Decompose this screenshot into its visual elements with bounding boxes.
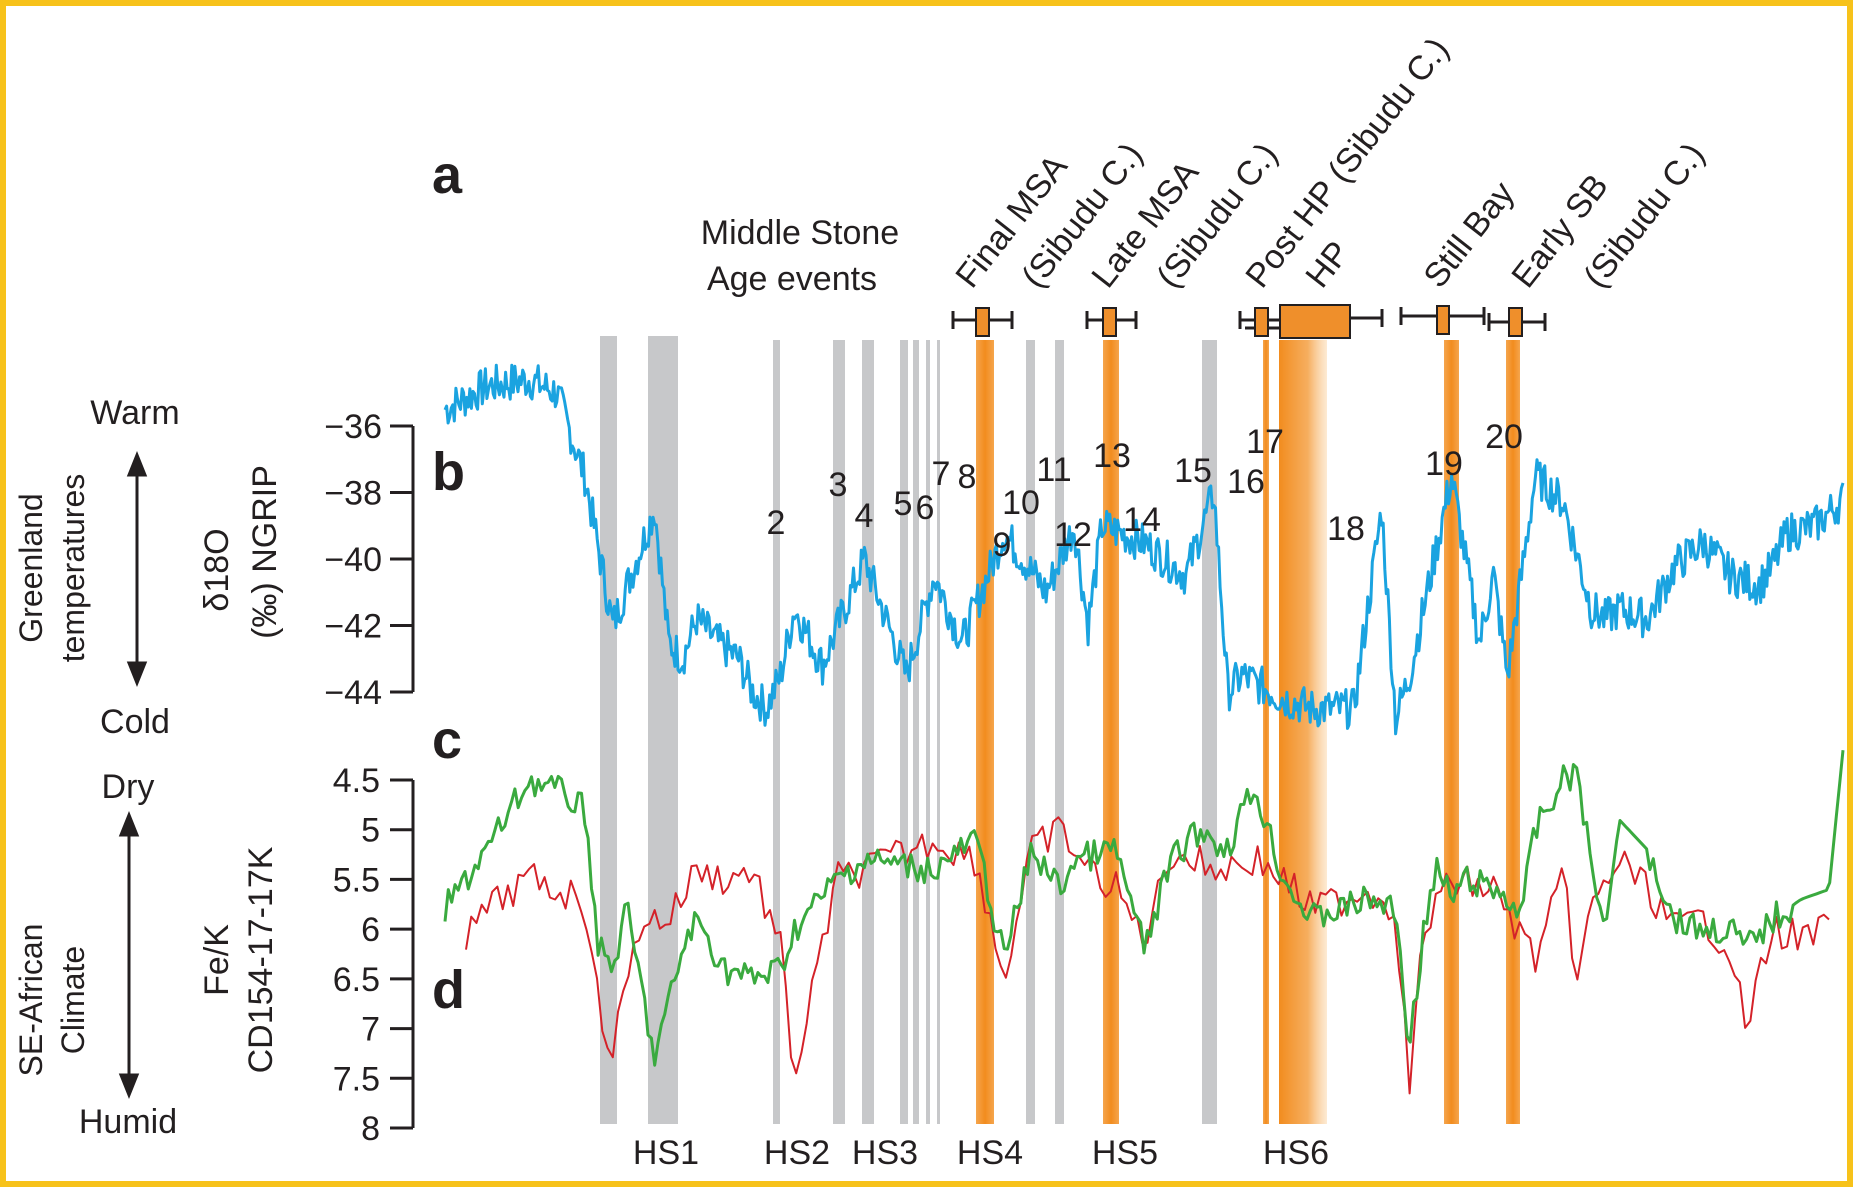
age-box xyxy=(1436,305,1450,335)
peak-label: 3 xyxy=(829,466,848,504)
y-axis-b: −36 −38 −40 −42 −44 xyxy=(324,408,415,712)
peak-label: 18 xyxy=(1327,510,1365,548)
y-tick-label: 5 xyxy=(361,812,380,850)
ylabel-cd-line2: CD154-17-17K xyxy=(242,846,280,1073)
warm-cold-arrow xyxy=(126,450,148,688)
y-tick-label: 7.5 xyxy=(333,1060,380,1098)
ylabel-b-line2: (‰) NGRIP xyxy=(246,465,284,639)
y-tick-label: −44 xyxy=(324,674,382,712)
age-box xyxy=(1254,307,1269,337)
peak-label: 10 xyxy=(1002,484,1040,522)
msa-title-line2: Age events xyxy=(707,260,877,298)
peak-label: 19 xyxy=(1425,445,1463,483)
orange-band-still-bay xyxy=(1444,340,1459,1124)
gray-band xyxy=(1055,340,1064,1124)
se-african-label-line1: SE-African xyxy=(13,924,49,1077)
se-african-label-line2: Climate xyxy=(55,946,91,1054)
peak-label: 7 xyxy=(932,455,951,493)
age-range-bars xyxy=(951,307,1547,337)
humid-label: Humid xyxy=(79,1103,177,1141)
hs-label: HS2 xyxy=(764,1134,830,1172)
dry-humid-arrow xyxy=(118,810,140,1100)
peak-label: 15 xyxy=(1174,452,1212,490)
gray-band xyxy=(648,336,678,1124)
peak-label: 20 xyxy=(1485,418,1523,456)
gray-band xyxy=(1202,340,1217,1124)
age-box xyxy=(975,307,990,337)
orange-band-early-sb xyxy=(1506,340,1520,1124)
y-tick-label: −36 xyxy=(324,408,382,446)
age-box xyxy=(1508,307,1523,337)
gray-band xyxy=(600,336,617,1124)
gray-band xyxy=(833,340,845,1124)
peak-label: 4 xyxy=(855,497,874,535)
panel-label-b: b xyxy=(432,442,465,502)
gray-band xyxy=(773,340,780,1124)
age-box xyxy=(1279,304,1351,339)
peak-label: 13 xyxy=(1093,437,1131,475)
gray-band xyxy=(862,340,874,1124)
series-line-red xyxy=(465,816,1830,1095)
gray-band xyxy=(1026,340,1035,1124)
peak-label: 11 xyxy=(1036,451,1071,489)
orange-band-post-hp xyxy=(1263,340,1269,1124)
peak-label: 17 xyxy=(1246,423,1284,461)
y-tick-label: 7 xyxy=(361,1011,380,1049)
y-tick-label: −38 xyxy=(324,475,382,513)
y-tick-label: 6 xyxy=(361,911,380,949)
peak-label: 12 xyxy=(1054,516,1092,554)
gray-bands xyxy=(600,336,1217,1124)
gray-band xyxy=(926,340,930,1124)
peak-label: 2 xyxy=(767,504,786,542)
peak-label: 9 xyxy=(993,526,1012,564)
y-tick-label: 5.5 xyxy=(333,861,380,899)
orange-bands xyxy=(976,340,1520,1124)
msa-event-sublabel: (Sibudu C.) xyxy=(1576,136,1712,295)
hs-label: HS1 xyxy=(633,1134,699,1172)
y-tick-label: 8 xyxy=(361,1110,380,1148)
peak-label: 14 xyxy=(1123,501,1161,539)
age-boxes xyxy=(975,304,1523,339)
peak-label: 5 xyxy=(894,485,913,523)
dry-label: Dry xyxy=(102,768,155,806)
greenland-label-line2: temperatures xyxy=(55,474,91,663)
hs-label: HS6 xyxy=(1263,1134,1329,1172)
gray-band xyxy=(900,340,908,1124)
panel-label-d: d xyxy=(432,960,465,1020)
left-labels: Greenland temperatures Warm Cold SE-Afri… xyxy=(13,394,180,1141)
orange-band-hp xyxy=(1279,340,1327,1124)
msa-title-line1: Middle Stone xyxy=(701,214,899,252)
series-line-green xyxy=(443,750,1845,1067)
ylabel-b-line1: δ18O xyxy=(198,528,236,611)
age-box xyxy=(1102,307,1117,337)
msa-events: Middle Stone Age events Final MSA (Sibud… xyxy=(701,31,1712,339)
y-tick-label: −42 xyxy=(324,608,382,646)
y-tick-label: 4.5 xyxy=(333,762,380,800)
peak-label: 16 xyxy=(1227,463,1265,501)
series-layer xyxy=(443,363,1845,1095)
y-tick-label: −40 xyxy=(324,541,382,579)
msa-event-label: Still Bay xyxy=(1416,175,1522,295)
panel-label-c: c xyxy=(432,710,462,770)
hs-label: HS5 xyxy=(1092,1134,1158,1172)
warm-label: Warm xyxy=(90,394,179,432)
peak-label: 8 xyxy=(958,458,977,496)
orange-band-final-msa xyxy=(976,340,994,1124)
gray-band xyxy=(913,340,919,1124)
greenland-label-line1: Greenland xyxy=(13,493,49,642)
hs-label: HS4 xyxy=(957,1134,1023,1172)
hs-labels: HS1 HS2 HS3 HS4 HS5 HS6 xyxy=(633,1134,1329,1172)
gray-band xyxy=(937,340,940,1124)
hs-label: HS3 xyxy=(852,1134,918,1172)
ylabel-cd-line1: Fe/K xyxy=(198,924,236,996)
y-tick-label: 6.5 xyxy=(333,961,380,999)
peak-label: 6 xyxy=(916,489,935,527)
cold-label: Cold xyxy=(100,703,170,741)
y-axis-cd: 4.5 5 5.5 6 6.5 7 7.5 8 xyxy=(333,762,415,1148)
panel-label-a: a xyxy=(432,145,463,205)
series-line-ngrip xyxy=(443,363,1845,736)
